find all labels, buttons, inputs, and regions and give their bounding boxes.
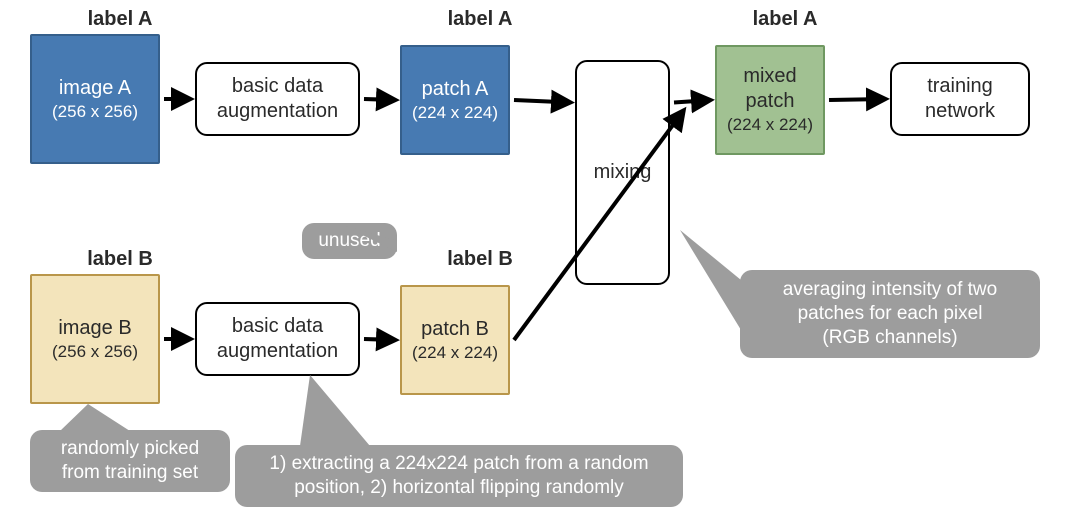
label-b-image: label B <box>60 245 180 273</box>
node-text: image B <box>58 316 131 341</box>
callout-text: (RGB channels) <box>822 326 957 350</box>
label-b-patch: label B <box>420 245 540 273</box>
callout-text: unused <box>318 229 380 253</box>
mixing-box: mixing <box>575 60 670 285</box>
node-text: patch A <box>422 77 489 102</box>
node-text: mixing <box>594 160 652 185</box>
node-text: augmentation <box>217 339 338 364</box>
training-network-box: training network <box>890 62 1030 136</box>
callout-pointer <box>300 375 370 446</box>
arrow <box>364 339 396 340</box>
callout-pointer <box>60 404 130 431</box>
label-a-image: label A <box>60 5 180 33</box>
node-text: patch <box>746 89 795 114</box>
callout-text: 1) extracting a 224x224 patch from a ran… <box>269 452 648 476</box>
mixed-patch-box: mixed patch (224 x 224) <box>715 45 825 155</box>
node-subtext: (224 x 224) <box>727 114 813 135</box>
node-text: basic data <box>232 74 323 99</box>
node-subtext: (256 x 256) <box>52 341 138 362</box>
label-a-patch: label A <box>420 5 540 33</box>
node-text: patch B <box>421 317 489 342</box>
node-text: training <box>927 74 993 99</box>
arrow <box>364 99 396 100</box>
node-text: mixed <box>743 64 796 89</box>
node-text: basic data <box>232 314 323 339</box>
callout-text: position, 2) horizontal flipping randoml… <box>294 476 624 500</box>
unused-callout: unused <box>302 223 397 259</box>
node-subtext: (224 x 224) <box>412 102 498 123</box>
callout-text: randomly picked <box>61 437 199 461</box>
node-subtext: (224 x 224) <box>412 342 498 363</box>
arrow <box>829 99 886 100</box>
image-b-box: image B (256 x 256) <box>30 274 160 404</box>
arrow <box>674 100 711 103</box>
averaging-callout: averaging intensity of twopatches for ea… <box>740 270 1040 358</box>
callout-text: patches for each pixel <box>798 302 983 326</box>
node-text: image A <box>59 76 131 101</box>
callout-pointer <box>680 230 741 330</box>
label-a-mixed: label A <box>725 5 845 33</box>
arrow <box>514 100 571 103</box>
random-pick-callout: randomly pickedfrom training set <box>30 430 230 492</box>
augmentation-b-box: basic data augmentation <box>195 302 360 376</box>
callout-text: from training set <box>62 461 198 485</box>
node-text: augmentation <box>217 99 338 124</box>
image-a-box: image A (256 x 256) <box>30 34 160 164</box>
patch-b-box: patch B (224 x 224) <box>400 285 510 395</box>
augmentation-a-box: basic data augmentation <box>195 62 360 136</box>
callout-text: averaging intensity of two <box>783 278 997 302</box>
patch-a-box: patch A (224 x 224) <box>400 45 510 155</box>
node-text: network <box>925 99 995 124</box>
node-subtext: (256 x 256) <box>52 101 138 122</box>
augmentation-steps-callout: 1) extracting a 224x224 patch from a ran… <box>235 445 683 507</box>
